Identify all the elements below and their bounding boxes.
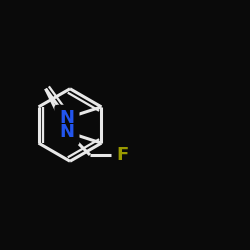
Text: N: N <box>58 108 76 128</box>
Text: F: F <box>116 146 128 164</box>
Text: N: N <box>60 123 74 141</box>
Text: N: N <box>58 122 76 142</box>
Text: N: N <box>60 109 74 127</box>
Text: F: F <box>115 145 130 165</box>
